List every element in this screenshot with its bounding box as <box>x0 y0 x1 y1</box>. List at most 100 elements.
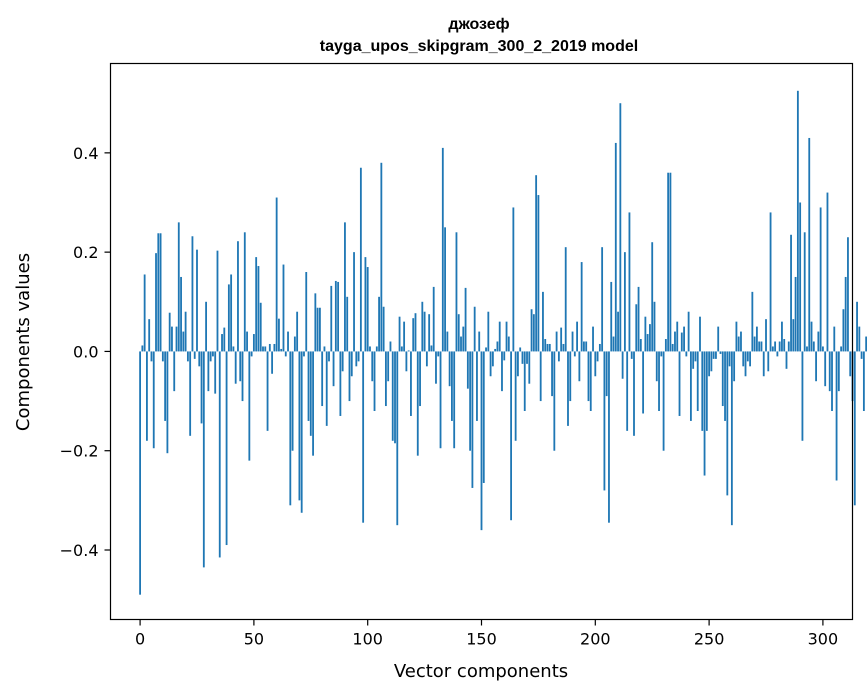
bar <box>692 351 695 369</box>
bar <box>512 207 515 352</box>
bar <box>735 321 738 352</box>
bar <box>403 321 406 352</box>
bar <box>844 276 847 352</box>
bar <box>421 301 424 352</box>
bar <box>562 343 565 352</box>
bar <box>787 341 790 352</box>
bar <box>177 222 180 352</box>
bar <box>239 351 242 382</box>
bar <box>446 331 449 352</box>
bar <box>212 351 214 357</box>
bar <box>687 311 690 352</box>
bar <box>416 351 419 456</box>
bar <box>708 351 711 377</box>
bar <box>519 347 522 352</box>
bar <box>517 351 519 377</box>
bar <box>350 351 353 377</box>
bar <box>384 351 387 407</box>
bar <box>478 331 481 352</box>
bar <box>505 321 508 352</box>
bar <box>601 247 604 352</box>
bar <box>287 331 289 352</box>
bar <box>849 351 852 377</box>
bar <box>337 281 340 352</box>
bar <box>394 351 396 444</box>
bar <box>159 233 162 352</box>
bar <box>719 351 722 354</box>
bar <box>441 147 444 352</box>
bar <box>853 351 856 506</box>
bar <box>325 351 328 426</box>
bar <box>528 351 531 384</box>
bar <box>514 351 517 441</box>
bar <box>480 351 483 531</box>
bar <box>553 351 556 451</box>
bar <box>271 351 274 374</box>
bar <box>696 351 699 411</box>
bar <box>339 351 342 416</box>
bar <box>573 351 576 357</box>
bar <box>655 351 658 382</box>
bar <box>389 341 392 352</box>
bar <box>667 172 670 352</box>
bar <box>785 351 788 369</box>
bar <box>423 311 426 352</box>
bar <box>721 351 724 407</box>
bar <box>598 343 601 352</box>
bar <box>237 241 239 352</box>
bar <box>760 341 763 352</box>
bar <box>489 351 492 377</box>
bar <box>259 302 262 352</box>
bar <box>781 321 783 352</box>
bar <box>373 351 376 411</box>
bar <box>774 341 777 352</box>
bar <box>455 232 458 352</box>
bar <box>432 286 435 352</box>
bar <box>537 195 540 352</box>
bar <box>806 346 808 352</box>
bar <box>298 351 301 501</box>
bar <box>314 293 317 352</box>
bar <box>334 280 337 352</box>
bar <box>364 257 367 352</box>
bar <box>817 331 820 352</box>
bar <box>257 266 260 352</box>
x-tick-label: 0 <box>135 630 145 649</box>
bar <box>166 351 169 454</box>
bar <box>662 351 665 451</box>
bar <box>234 351 237 384</box>
bar <box>810 321 813 352</box>
bar <box>430 345 433 352</box>
bar <box>583 341 585 352</box>
bar <box>307 351 310 421</box>
bar <box>658 351 660 411</box>
bar <box>291 351 294 451</box>
bar <box>332 351 335 387</box>
bar <box>193 351 196 359</box>
bar <box>555 331 558 352</box>
x-tick-label: 150 <box>466 630 497 649</box>
bar <box>378 296 380 352</box>
bar <box>444 227 446 352</box>
bar <box>542 291 544 352</box>
bar <box>473 306 476 352</box>
bar <box>296 311 299 352</box>
bar <box>175 326 178 352</box>
bar <box>266 351 269 431</box>
bar <box>812 341 815 352</box>
bar <box>674 331 676 352</box>
bar <box>737 336 740 352</box>
x-tick-label: 100 <box>352 630 383 649</box>
y-axis: −0.4 −0.2 0.0 0.2 0.4 <box>60 144 111 560</box>
bar <box>653 301 656 352</box>
bar <box>214 351 217 394</box>
bar <box>180 276 182 352</box>
bar <box>316 307 319 352</box>
bar <box>765 319 767 352</box>
bar <box>321 351 324 407</box>
bar <box>532 314 535 352</box>
bar <box>596 351 599 362</box>
bar <box>755 326 758 352</box>
bar <box>803 232 806 352</box>
